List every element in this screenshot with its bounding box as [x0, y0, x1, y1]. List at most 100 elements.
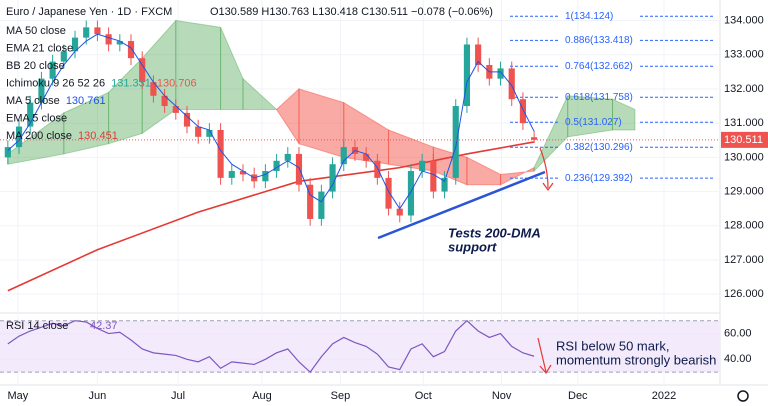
fib-label: 0.618(131.758)	[565, 92, 633, 103]
candle-body	[139, 58, 146, 83]
candle-body	[452, 106, 459, 178]
x-tick-label: Oct	[415, 390, 432, 402]
indicator-name: BB 20 close	[6, 60, 65, 72]
candle-body	[262, 171, 269, 182]
candle-body	[508, 68, 515, 100]
indicator-name: EMA 5 close	[6, 112, 67, 124]
candle-body	[307, 184, 314, 219]
indicator-name: Ichimoku 9 26 52 26	[6, 77, 105, 89]
candle-body	[15, 126, 23, 148]
candle-body	[116, 41, 123, 45]
y-tick-label: 131.000	[724, 117, 764, 129]
candle-body	[519, 99, 527, 124]
candle-body	[127, 41, 135, 59]
y-tick-label: 128.000	[724, 220, 764, 232]
candle-body	[27, 102, 34, 127]
candle-body	[385, 177, 392, 209]
arrow-head	[542, 182, 554, 192]
annotation: Tests 200-DMA	[448, 225, 541, 240]
y-tick-label: 132.000	[724, 83, 764, 95]
cloud-segment	[567, 95, 614, 138]
fib-label: 0.382(130.296)	[565, 142, 633, 153]
cloud-segment	[108, 56, 143, 145]
x-tick-label: May	[8, 390, 29, 402]
candle-body	[318, 191, 325, 219]
y-tick-label: 129.000	[724, 185, 764, 197]
y-tick-label: 126.000	[724, 288, 764, 300]
last-price-label: 130.511	[724, 134, 763, 146]
x-tick-label: Nov	[492, 390, 512, 402]
candle-body	[531, 137, 538, 140]
cloud-segment	[298, 88, 345, 159]
candle-body	[217, 129, 224, 178]
cloud-segment	[220, 27, 244, 110]
fib-label: 0.236(129.392)	[565, 173, 633, 184]
ma5-line	[7, 33, 535, 210]
x-tick-label: Aug	[252, 390, 272, 402]
candle-body	[284, 153, 291, 161]
y-tick-label: 133.000	[724, 49, 764, 61]
candle-body	[71, 37, 79, 52]
candle-body	[430, 160, 437, 192]
candle-body	[38, 78, 45, 103]
candle-body	[329, 164, 336, 192]
fib-label: 0.886(133.418)	[565, 35, 633, 46]
indicator-value: 131.331	[111, 77, 151, 89]
rsi-band	[0, 320, 720, 373]
candle-body	[441, 177, 448, 192]
candle-body	[363, 153, 370, 161]
cloud-segment	[242, 77, 278, 110]
rsi-value: 42.37	[90, 320, 118, 332]
cloud-segment	[175, 19, 222, 110]
cloud-segment	[500, 166, 535, 186]
rsi-line	[7, 319, 535, 374]
indicator-name: MA 5 close	[6, 95, 60, 107]
y-tick-label: 134.000	[724, 14, 764, 26]
indicator-value: 130.706	[157, 77, 197, 89]
candle-body	[463, 44, 471, 107]
candle-body	[94, 27, 101, 35]
candle-body	[183, 112, 191, 127]
arrow-head	[539, 364, 552, 375]
indicator-value: 130.761	[66, 95, 106, 107]
y-tick-label: 130.000	[724, 151, 764, 163]
candle-body	[239, 171, 247, 175]
cloud-segment	[612, 98, 636, 131]
arrow	[539, 147, 549, 189]
cloud-segment	[533, 95, 569, 173]
candle-body	[475, 44, 482, 65]
candle-body	[195, 126, 202, 137]
candle-body	[340, 147, 347, 165]
candle-body	[172, 106, 179, 113]
annotation: support	[448, 239, 497, 254]
chart-title: Euro / Japanese Yen · 1D · FXCM	[6, 6, 172, 18]
last-price-box	[721, 131, 768, 148]
candle-body	[150, 82, 157, 96]
rsi-tick-label: 60.00	[724, 327, 752, 339]
fib-label: 1(134.124)	[565, 11, 613, 22]
candle-body	[60, 51, 67, 62]
arrow	[537, 337, 547, 373]
candle-body	[83, 27, 90, 38]
candle-body	[374, 160, 381, 178]
indicator-name: EMA 21 close	[6, 42, 73, 54]
x-tick-label: Jun	[89, 390, 107, 402]
x-tick-label: Jul	[171, 390, 185, 402]
rsi-tick-label: 40.00	[724, 353, 752, 365]
indicator-value: 130.451	[78, 130, 118, 142]
fib-label: 0.764(132.662)	[565, 61, 633, 72]
indicator-name: MA 50 close	[6, 25, 66, 37]
candle-body	[105, 34, 112, 45]
candle-body	[396, 208, 403, 216]
candle-body	[4, 147, 11, 158]
annotation: momentum strongly bearish	[556, 352, 716, 367]
rsi-title: RSI 14 close	[6, 320, 68, 332]
x-tick-label: Dec	[568, 390, 588, 402]
candle-body	[295, 153, 303, 185]
x-tick-label: 2022	[652, 390, 676, 402]
trendline	[377, 170, 546, 240]
settings-icon[interactable]	[737, 390, 749, 402]
candle-body	[273, 160, 280, 172]
cloud-segment	[275, 87, 300, 146]
